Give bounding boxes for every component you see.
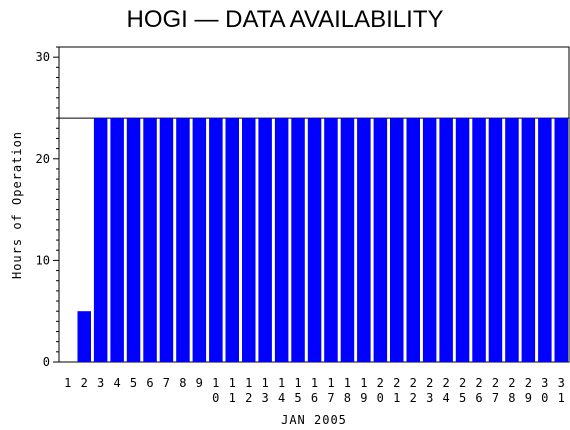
bar-day-2: [77, 311, 91, 362]
bar-day-13: [258, 118, 272, 362]
bar-day-11: [225, 118, 239, 362]
x-tick-label-5: 5: [130, 376, 137, 390]
x-tick-label-7: 7: [163, 376, 170, 390]
bar-day-20: [373, 118, 388, 362]
bar-day-23: [422, 118, 437, 362]
bar-day-31: [554, 118, 568, 362]
bar-day-22: [406, 118, 420, 362]
bar-day-21: [390, 118, 404, 362]
x-tick-label-2: 2: [81, 376, 88, 390]
bar-day-29: [521, 118, 536, 362]
bar-day-25: [455, 118, 470, 362]
x-tick-label-1: 1: [64, 376, 71, 390]
x-tick-label-8: 8: [179, 376, 186, 390]
y-axis-label: Hours of Operation: [10, 131, 24, 279]
x-axis: 1 2 3 4 5 6 7 8 9 1 01 11 21 31 41 51 61 71 81 92 02 12 22 32 42…: [64, 376, 565, 405]
bar-day-10: [209, 118, 223, 362]
bar-day-15: [291, 118, 305, 362]
x-tick-label-6: 6: [146, 376, 153, 390]
x-axis-label: JAN 2005: [281, 413, 347, 427]
x-tick-label-9: 9: [196, 376, 203, 390]
bar-day-3: [93, 118, 108, 362]
bar-day-6: [143, 118, 157, 362]
bar-day-16: [307, 118, 322, 362]
y-tick-label: 0: [43, 355, 50, 369]
bar-day-8: [176, 118, 190, 362]
bar-day-7: [159, 118, 174, 362]
bars-layer: [77, 118, 568, 362]
x-tick-label-3: 3: [97, 376, 104, 390]
bar-day-19: [357, 118, 371, 362]
y-tick-label: 10: [36, 253, 50, 267]
bar-day-24: [439, 118, 453, 362]
bar-day-27: [488, 118, 503, 362]
bar-day-26: [472, 118, 486, 362]
bar-day-9: [192, 118, 207, 362]
bar-day-5: [126, 118, 141, 362]
bar-day-28: [505, 118, 519, 362]
chart-title: HOGI — DATA AVAILABILITY: [126, 6, 444, 33]
bar-day-17: [324, 118, 338, 362]
y-tick-label: 20: [36, 152, 50, 166]
bar-day-30: [538, 118, 552, 362]
bar-day-12: [242, 118, 256, 362]
bar-day-14: [274, 118, 289, 362]
x-tick-label-4: 4: [113, 376, 120, 390]
bar-day-4: [110, 118, 124, 362]
y-tick-label: 30: [36, 50, 50, 64]
y-axis: 0 10 20 30: [36, 46, 59, 369]
bar-day-18: [340, 118, 355, 362]
